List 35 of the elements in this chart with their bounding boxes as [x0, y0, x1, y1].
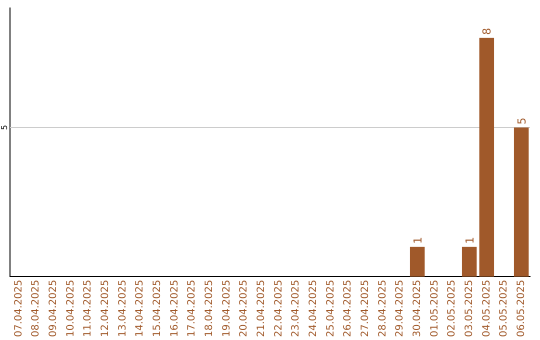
x-tick-label: 03.05.2025 — [464, 280, 475, 338]
x-tick-label: 16.04.2025 — [169, 280, 180, 338]
x-tick-label: 24.04.2025 — [308, 280, 319, 338]
data-label: 8 — [480, 28, 494, 35]
x-tick-label: 30.04.2025 — [412, 280, 423, 338]
x-tick-label: 07.04.2025 — [13, 280, 24, 338]
x-tick-label: 20.04.2025 — [238, 280, 250, 338]
x-tick-label: 17.04.2025 — [186, 280, 198, 338]
x-tick-label: 05.05.2025 — [498, 280, 510, 338]
x-tick-label: 21.04.2025 — [256, 280, 267, 338]
ref-line-label: 5 — [0, 124, 9, 130]
x-tick-label: 06.05.2025 — [516, 280, 527, 338]
x-tick-label: 25.04.2025 — [325, 280, 336, 338]
x-tick-label: 28.04.2025 — [377, 280, 388, 338]
data-label: 1 — [463, 236, 476, 244]
x-tick-label: 22.04.2025 — [273, 280, 284, 338]
x-tick-label: 13.04.2025 — [117, 280, 128, 338]
x-tick-label: 26.04.2025 — [342, 280, 354, 338]
x-tick-label: 01.05.2025 — [429, 280, 440, 338]
data-label: 5 — [515, 117, 528, 124]
x-tick-label: 10.04.2025 — [65, 280, 76, 338]
x-tick-label: 09.04.2025 — [48, 280, 59, 338]
x-tick-label: 15.04.2025 — [152, 280, 163, 338]
x-tick-label: 18.04.2025 — [204, 280, 215, 338]
x-tick-label: 02.05.2025 — [446, 280, 458, 338]
x-tick-label: 27.04.2025 — [360, 280, 371, 338]
x-tick-label: 11.04.2025 — [82, 280, 94, 338]
x-tick-label: 19.04.2025 — [221, 280, 232, 338]
x-tick-label: 14.04.2025 — [134, 280, 146, 338]
data-label: 1 — [411, 236, 424, 244]
x-tick-label: 29.04.2025 — [394, 280, 406, 338]
x-tick-label: 23.04.2025 — [290, 280, 302, 338]
x-tick-label: 04.05.2025 — [481, 280, 492, 338]
x-tick-label: 08.04.2025 — [30, 280, 42, 338]
x-tick-label: 12.04.2025 — [100, 280, 111, 338]
